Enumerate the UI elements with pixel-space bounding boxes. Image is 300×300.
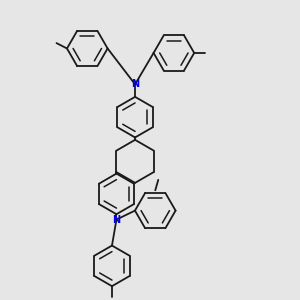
Text: N: N: [131, 79, 139, 89]
Text: N: N: [112, 214, 121, 225]
